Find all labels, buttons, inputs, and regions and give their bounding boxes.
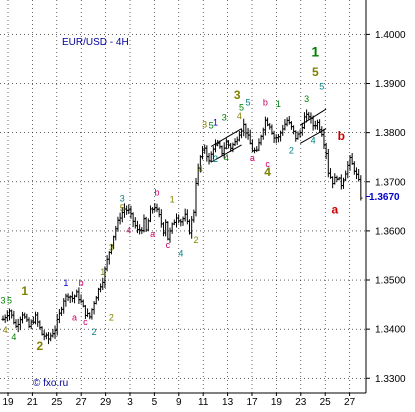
trendline xyxy=(210,144,242,163)
y-tick-label: 1.3500 xyxy=(375,276,406,287)
wave-label: 5 xyxy=(239,103,244,113)
wave-label: b xyxy=(263,98,268,108)
wave-label: 5 xyxy=(246,98,251,108)
wave-label: 2 xyxy=(213,154,218,164)
wave-label: 2 xyxy=(109,312,114,322)
wave-label: a xyxy=(250,153,255,163)
wave-label: 4 xyxy=(264,165,271,179)
x-tick-label: 27 xyxy=(344,397,356,407)
y-tick-label: 1.3600 xyxy=(375,226,406,237)
x-tick-label: 21 xyxy=(27,397,39,407)
wave-label: 1 xyxy=(100,267,105,277)
x-tick-label: 25 xyxy=(51,397,63,407)
y-tick-label: 1.3400 xyxy=(375,325,406,336)
wave-label: 1 xyxy=(213,117,218,127)
wave-label: 4 xyxy=(126,225,131,235)
y-tick-label: 1.3300 xyxy=(375,374,406,385)
x-tick-label: 29 xyxy=(100,397,112,407)
wave-label: c xyxy=(83,317,88,327)
watermark: © fxo.ru xyxy=(33,378,68,389)
wave-label: 3 xyxy=(109,243,114,253)
wave-label: a xyxy=(331,203,338,217)
price-bars xyxy=(1,109,363,345)
grid-lines xyxy=(0,0,366,393)
wave-label: 5 xyxy=(7,296,12,306)
wave-label: 3 xyxy=(234,88,241,102)
wave-label: 2 xyxy=(289,145,294,155)
x-tick-label: 9 xyxy=(176,397,182,407)
y-tick-label: 1.3900 xyxy=(375,79,406,90)
wave-label: 2 xyxy=(37,339,44,353)
wave-label: 5 xyxy=(209,121,214,131)
x-tick-label: 23 xyxy=(295,397,307,407)
wave-label: 1 xyxy=(63,278,68,288)
wave-label: 4 xyxy=(224,153,229,163)
current-price-label: 1.3670 xyxy=(369,192,400,203)
y-tick-label: 1.3800 xyxy=(375,128,406,139)
wave-label: 4 xyxy=(198,164,203,174)
wave-label: 1 xyxy=(311,43,319,59)
axes: 1.3300 1.3400 1.3500 1.3600 1.3700 1.3800 1.39… xyxy=(0,0,406,408)
wave-label: 4 xyxy=(311,135,316,145)
x-tick-label: 27 xyxy=(76,397,88,407)
wave-label: 5 xyxy=(319,81,324,91)
wave-label: 4 xyxy=(237,111,242,121)
x-tick-label: 19 xyxy=(2,397,14,407)
x-tick-label: 11 xyxy=(198,397,209,407)
wave-label: 3 xyxy=(0,296,5,306)
y-tick-label: 1.4000 xyxy=(375,30,406,41)
wave-label: 1 xyxy=(170,194,175,204)
wave-label: 5 xyxy=(312,65,319,79)
wave-label: 2 xyxy=(194,235,199,245)
wave-label: c xyxy=(265,159,270,169)
wave-label: b xyxy=(154,188,159,198)
x-tick-label: 25 xyxy=(320,397,332,407)
x-tick-label: 13 xyxy=(222,397,234,407)
trendline xyxy=(210,128,242,147)
wave-label: 3 xyxy=(222,112,227,122)
wave-label: c xyxy=(166,240,171,250)
wave-label: b xyxy=(338,129,345,143)
wave-label: a xyxy=(72,312,77,322)
wave-label: 1 xyxy=(276,99,281,109)
x-tick-label: 5 xyxy=(152,397,158,407)
wave-label: 4 xyxy=(178,248,183,258)
ohlc-bar xyxy=(359,175,363,201)
wave-label: 5 xyxy=(120,203,125,213)
wave-label: 1 xyxy=(21,284,28,298)
chart-title: EUR/USD - 4H xyxy=(62,37,129,48)
wave-label: 3 xyxy=(202,120,207,130)
wave-label: 4 xyxy=(3,325,8,335)
x-tick-label: 19 xyxy=(271,397,283,407)
wave-label: a xyxy=(150,229,155,239)
x-tick-label: 17 xyxy=(246,397,258,407)
y-tick-label: 1.3700 xyxy=(375,177,406,188)
wave-label: b xyxy=(79,278,84,288)
wave-label: 2 xyxy=(92,327,97,337)
wave-label: 3 xyxy=(120,193,125,203)
wave-label: 4 xyxy=(11,332,16,342)
wave-label: 3 xyxy=(304,94,309,104)
x-tick-label: 3 xyxy=(127,397,133,407)
